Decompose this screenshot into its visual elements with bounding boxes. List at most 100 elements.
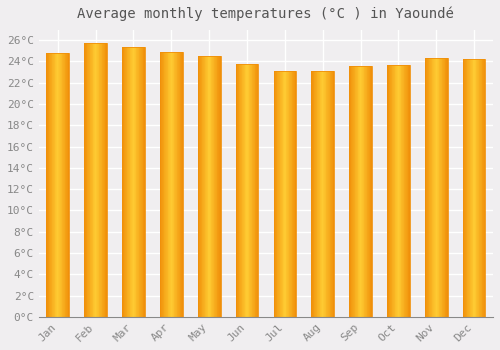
Bar bbox=[274, 71, 296, 317]
Bar bbox=[349, 66, 350, 317]
Bar bbox=[332, 71, 334, 317]
Bar bbox=[204, 56, 206, 317]
Bar bbox=[352, 66, 353, 317]
Bar bbox=[392, 65, 393, 317]
Bar bbox=[218, 56, 219, 317]
Bar bbox=[294, 71, 296, 317]
Bar bbox=[208, 56, 209, 317]
Bar bbox=[160, 52, 182, 317]
Bar bbox=[329, 71, 330, 317]
Bar bbox=[291, 71, 292, 317]
Bar bbox=[216, 56, 218, 317]
Bar bbox=[393, 65, 394, 317]
Bar bbox=[400, 65, 402, 317]
Bar bbox=[53, 53, 54, 317]
Bar bbox=[278, 71, 279, 317]
Bar bbox=[100, 43, 101, 317]
Bar bbox=[210, 56, 212, 317]
Bar bbox=[476, 60, 477, 317]
Bar bbox=[441, 58, 442, 317]
Bar bbox=[466, 60, 468, 317]
Bar bbox=[85, 43, 86, 317]
Bar bbox=[91, 43, 92, 317]
Bar bbox=[322, 71, 324, 317]
Bar bbox=[67, 53, 68, 317]
Bar bbox=[241, 64, 242, 317]
Bar bbox=[125, 47, 126, 317]
Bar bbox=[438, 58, 440, 317]
Bar bbox=[253, 64, 254, 317]
Bar bbox=[350, 66, 352, 317]
Bar bbox=[349, 66, 372, 317]
Bar bbox=[371, 66, 372, 317]
Bar bbox=[60, 53, 61, 317]
Bar bbox=[179, 52, 180, 317]
Bar bbox=[130, 47, 131, 317]
Bar bbox=[176, 52, 178, 317]
Bar bbox=[387, 65, 410, 317]
Bar bbox=[403, 65, 404, 317]
Bar bbox=[134, 47, 135, 317]
Bar bbox=[368, 66, 369, 317]
Bar bbox=[427, 58, 428, 317]
Bar bbox=[284, 71, 285, 317]
Bar bbox=[56, 53, 57, 317]
Bar bbox=[353, 66, 354, 317]
Bar bbox=[446, 58, 447, 317]
Bar bbox=[276, 71, 278, 317]
Bar bbox=[122, 47, 145, 317]
Bar bbox=[440, 58, 441, 317]
Bar bbox=[312, 71, 334, 317]
Bar bbox=[64, 53, 66, 317]
Bar bbox=[444, 58, 446, 317]
Bar bbox=[106, 43, 107, 317]
Bar bbox=[164, 52, 165, 317]
Bar bbox=[244, 64, 246, 317]
Bar bbox=[325, 71, 326, 317]
Bar bbox=[58, 53, 59, 317]
Bar bbox=[360, 66, 362, 317]
Bar bbox=[54, 53, 56, 317]
Bar bbox=[94, 43, 95, 317]
Bar bbox=[46, 53, 69, 317]
Bar bbox=[319, 71, 320, 317]
Bar bbox=[275, 71, 276, 317]
Bar bbox=[135, 47, 136, 317]
Bar bbox=[198, 56, 220, 317]
Bar bbox=[426, 58, 427, 317]
Bar bbox=[425, 58, 448, 317]
Bar bbox=[363, 66, 364, 317]
Bar bbox=[240, 64, 241, 317]
Bar bbox=[66, 53, 67, 317]
Bar bbox=[167, 52, 168, 317]
Bar bbox=[369, 66, 370, 317]
Bar bbox=[482, 60, 483, 317]
Bar bbox=[366, 66, 368, 317]
Bar bbox=[405, 65, 406, 317]
Bar bbox=[314, 71, 315, 317]
Bar bbox=[316, 71, 318, 317]
Bar bbox=[321, 71, 322, 317]
Bar bbox=[237, 64, 238, 317]
Bar bbox=[170, 52, 172, 317]
Bar bbox=[88, 43, 89, 317]
Bar bbox=[123, 47, 124, 317]
Bar bbox=[481, 60, 482, 317]
Bar bbox=[50, 53, 51, 317]
Bar bbox=[477, 60, 478, 317]
Bar bbox=[202, 56, 203, 317]
Bar bbox=[104, 43, 106, 317]
Bar bbox=[131, 47, 132, 317]
Bar bbox=[433, 58, 434, 317]
Bar bbox=[243, 64, 244, 317]
Bar bbox=[286, 71, 287, 317]
Bar bbox=[279, 71, 280, 317]
Bar bbox=[248, 64, 250, 317]
Bar bbox=[465, 60, 466, 317]
Bar bbox=[328, 71, 329, 317]
Bar bbox=[46, 53, 47, 317]
Bar bbox=[128, 47, 129, 317]
Bar bbox=[68, 53, 69, 317]
Bar bbox=[126, 47, 128, 317]
Bar bbox=[315, 71, 316, 317]
